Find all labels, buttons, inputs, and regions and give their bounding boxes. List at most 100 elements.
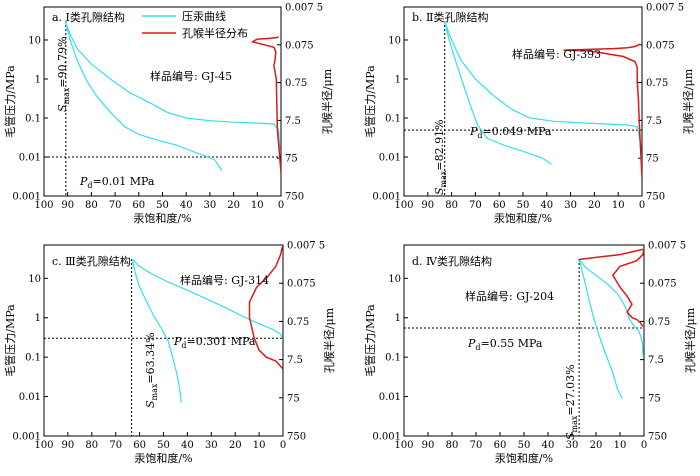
y2-tick-label: 0.75 — [287, 317, 309, 328]
x-tick-label: 60 — [493, 200, 506, 211]
x-tick-label: 40 — [181, 440, 194, 451]
x-tick-label: 90 — [421, 200, 434, 211]
x-axis-label: 汞饱和度/% — [134, 451, 192, 465]
x-tick-label: 0 — [278, 200, 284, 211]
y2-tick-label: 0.75 — [646, 78, 668, 89]
series-extrusion — [131, 259, 182, 403]
panel-d: 100 90 80 70 60 50 40 30 20 10 00.0010.010.11100.0… — [363, 241, 697, 466]
x-tick-label: 10 — [251, 200, 264, 211]
y2-tick-label: 0.007 5 — [646, 3, 684, 14]
series-intrusion — [443, 21, 642, 166]
y-axis-label: 毛管压力/MPa — [363, 65, 377, 138]
x-tick-label: 80 — [445, 200, 458, 211]
y2-axis-label: 孔喉半径/μm — [683, 307, 697, 373]
y2-tick-label: 750 — [285, 192, 304, 203]
x-tick-label: 60 — [133, 440, 146, 451]
x-tick-label: 90 — [61, 200, 74, 211]
x-tick-label: 20 — [590, 440, 603, 451]
x-tick-label: 40 — [542, 440, 555, 451]
x-tick-label: 50 — [157, 440, 170, 451]
smax-annotation: Smax=90.79% — [56, 36, 71, 112]
series-pore — [248, 246, 283, 370]
y2-tick-label: 750 — [287, 432, 306, 443]
x-tick-label: 40 — [180, 200, 193, 211]
y-tick-label: 1 — [395, 74, 401, 85]
x-tick-label: 50 — [518, 440, 531, 451]
x-tick-label: 100 — [394, 200, 413, 211]
y2-tick-label: 7.5 — [285, 116, 301, 127]
x-axis-label: 汞饱和度/% — [495, 451, 553, 465]
y-tick-label: 0.001 — [12, 432, 41, 443]
x-tick-label: 90 — [62, 440, 75, 451]
y2-tick-label: 75 — [648, 393, 661, 404]
x-tick-label: 20 — [588, 200, 601, 211]
x-tick-label: 70 — [469, 200, 482, 211]
y-tick-label: 0.01 — [19, 392, 41, 403]
x-tick-label: 30 — [205, 440, 218, 451]
panel-b: 100 90 80 70 60 50 40 30 20 10 00.0010.010.11100.0… — [363, 3, 695, 226]
x-tick-label: 10 — [253, 440, 266, 451]
y2-tick-label: 7.5 — [648, 355, 664, 366]
y-tick-label: 0.1 — [25, 353, 41, 364]
y2-tick-label: 0.007 5 — [285, 3, 323, 14]
x-tick-label: 20 — [229, 440, 242, 451]
x-tick-label: 100 — [34, 200, 53, 211]
y-axis-label: 毛管压力/MPa — [363, 304, 377, 377]
series-extrusion — [443, 21, 552, 165]
y2-axis-label: 孔喉半径/μm — [681, 68, 695, 134]
panel-title: a. Ⅰ类孔隙结构 — [52, 10, 125, 24]
series-intrusion — [578, 259, 644, 358]
y-tick-label: 0.1 — [385, 113, 401, 124]
y2-tick-label: 0.075 — [287, 279, 316, 290]
y2-tick-label: 750 — [646, 192, 665, 203]
y2-axis-label: 孔喉半径/μm — [320, 68, 334, 134]
series-pore — [579, 248, 644, 327]
panel-c: 100 90 80 70 60 50 40 30 20 10 00.0010.010.11100.0… — [3, 241, 336, 466]
series-extrusion — [64, 21, 223, 171]
y-tick-label: 0.001 — [12, 192, 41, 203]
x-tick-label: 80 — [446, 440, 459, 451]
y2-tick-label: 75 — [646, 154, 659, 165]
y2-tick-label: 0.075 — [648, 279, 677, 290]
pd-annotation: Pd=0.049 MPa — [469, 125, 552, 140]
y2-tick-label: 75 — [285, 154, 298, 165]
panel-a: 100 90 80 70 60 50 40 30 20 10 00.0010.010.11100.0… — [3, 3, 334, 226]
series-extrusion — [578, 259, 623, 399]
x-tick-label: 80 — [85, 200, 98, 211]
y-axis-label: 毛管压力/MPa — [3, 304, 17, 377]
x-tick-label: 0 — [639, 200, 645, 211]
x-tick-label: 70 — [109, 440, 122, 451]
y2-tick-label: 750 — [648, 432, 667, 443]
smax-annotation: Smax=82.91% — [433, 119, 448, 195]
x-tick-label: 70 — [109, 200, 122, 211]
panel-title: c. Ⅲ类孔隙结构 — [52, 254, 131, 268]
y-tick-label: 0.1 — [25, 113, 41, 124]
legend-label-mercury: 压汞曲线 — [182, 9, 226, 23]
y-tick-label: 10 — [28, 274, 41, 285]
y2-tick-label: 7.5 — [287, 355, 303, 366]
y-axis-label: 毛管压力/MPa — [3, 65, 17, 138]
x-axis-label: 汞饱和度/% — [494, 211, 552, 225]
series-intrusion — [131, 259, 283, 339]
x-tick-label: 100 — [34, 440, 53, 451]
y-tick-label: 1 — [35, 74, 41, 85]
panel-title: d. Ⅳ类孔隙结构 — [412, 254, 492, 268]
y-tick-label: 10 — [388, 274, 401, 285]
smax-annotation: Smax=63.34% — [144, 332, 159, 408]
x-tick-label: 60 — [494, 440, 507, 451]
y-tick-label: 0.01 — [19, 152, 41, 163]
x-axis-label: 汞饱和度/% — [133, 211, 191, 225]
y-tick-label: 0.1 — [385, 353, 401, 364]
x-tick-label: 40 — [540, 200, 553, 211]
series-intrusion — [64, 21, 281, 151]
sample-id: 样品编号: GJ-45 — [150, 69, 232, 83]
y-tick-label: 10 — [28, 35, 41, 46]
panel-title: b. Ⅱ类孔隙结构 — [412, 10, 489, 24]
y2-tick-label: 0.75 — [285, 78, 307, 89]
x-tick-label: 50 — [517, 200, 530, 211]
sample-id: 样品编号: GJ-393 — [512, 47, 601, 61]
x-tick-label: 70 — [470, 440, 483, 451]
y-tick-label: 0.01 — [379, 392, 401, 403]
